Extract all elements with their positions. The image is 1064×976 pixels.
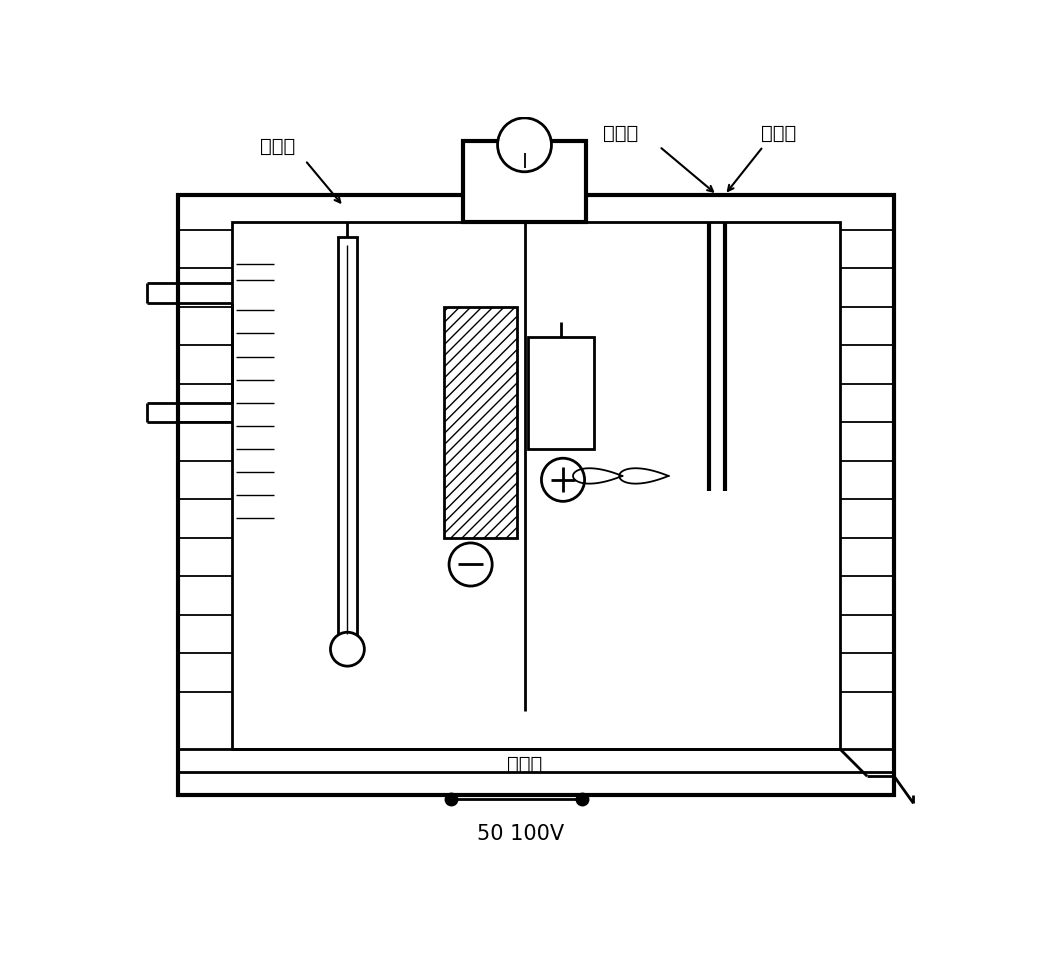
Text: 摔拌器: 摔拌器 <box>603 124 638 142</box>
Bar <box>338 237 356 633</box>
Circle shape <box>449 543 493 586</box>
Bar <box>463 141 586 222</box>
Text: 冷却水: 冷却水 <box>506 755 543 774</box>
Circle shape <box>542 458 584 502</box>
Bar <box>232 222 841 750</box>
Text: 温度计: 温度计 <box>261 137 296 156</box>
Bar <box>178 195 894 795</box>
Text: 电解液: 电解液 <box>761 124 796 142</box>
Circle shape <box>498 118 551 172</box>
Circle shape <box>331 632 364 667</box>
Bar <box>529 338 594 449</box>
Bar <box>444 306 517 538</box>
Text: 50 100V: 50 100V <box>477 824 564 844</box>
